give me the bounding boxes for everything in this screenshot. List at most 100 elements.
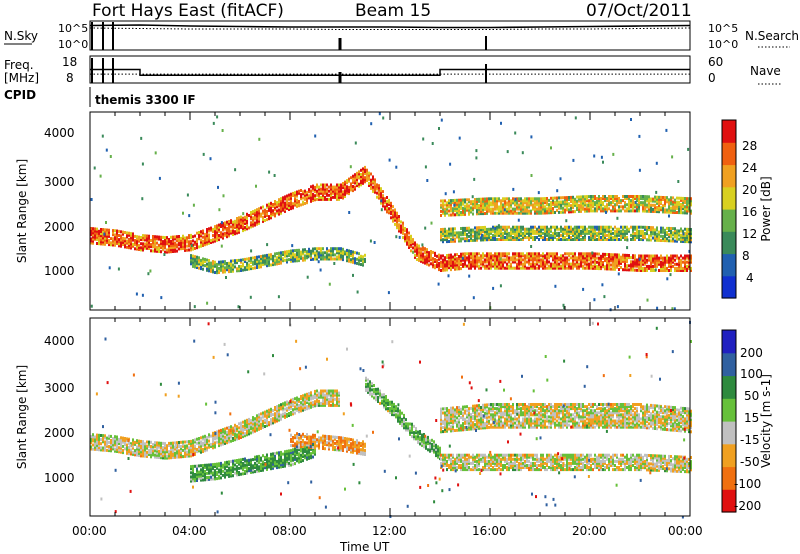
echo-cell <box>524 201 526 205</box>
echo-cell <box>622 257 624 261</box>
echo-cell <box>680 233 682 237</box>
echo-cell <box>570 266 572 270</box>
echo-cell <box>662 228 664 232</box>
echo-cell <box>604 236 606 239</box>
echo-cell <box>500 121 502 125</box>
echo-cell <box>236 225 238 229</box>
echo-cell <box>198 437 200 440</box>
echo-cell <box>122 243 124 246</box>
echo-cell <box>406 230 408 234</box>
echo-cell <box>670 200 672 204</box>
echo-cell <box>93 166 96 170</box>
echo-cell <box>162 448 164 452</box>
echo-cell <box>256 420 258 424</box>
echo-cell <box>638 201 640 205</box>
echo-cell <box>642 229 644 233</box>
echo-cell <box>646 230 648 234</box>
echo-cell <box>276 256 278 260</box>
echo-cell <box>198 231 200 234</box>
echo-cell <box>508 252 510 256</box>
echo-cell <box>606 227 608 231</box>
echo-cell <box>670 254 672 258</box>
echo-cell <box>690 234 692 238</box>
echo-cell <box>524 205 526 209</box>
echo-cell <box>456 213 458 217</box>
echo-cell <box>284 203 286 207</box>
echo-cell <box>490 201 492 205</box>
echo-cell <box>594 227 596 231</box>
echo-cell <box>658 204 660 207</box>
echo-cell <box>686 211 688 215</box>
echo-cell <box>336 255 338 259</box>
echo-cell <box>602 201 604 205</box>
echo-cell <box>450 199 452 203</box>
echo-cell <box>506 254 508 258</box>
echo-cell <box>396 224 398 228</box>
echo-cell <box>498 256 500 260</box>
echo-cell <box>630 225 632 229</box>
echo-cell <box>216 440 218 444</box>
echo-cell <box>218 229 220 233</box>
echo-cell <box>538 207 540 211</box>
echo-cell <box>120 242 122 246</box>
echo-cell <box>590 256 592 260</box>
echo-cell <box>550 200 552 204</box>
echo-cell <box>170 248 172 252</box>
echo-cell <box>214 441 216 445</box>
echo-cell <box>296 259 298 263</box>
echo-cell <box>298 255 300 258</box>
echo-cell <box>636 233 638 237</box>
echo-cell <box>94 437 96 441</box>
echo-cell <box>394 216 396 220</box>
echo-cell <box>276 419 278 423</box>
echo-cell <box>194 446 196 450</box>
echo-cell <box>206 236 208 240</box>
echo-cell <box>114 435 116 439</box>
echo-cell <box>214 271 216 274</box>
noise-series-1 <box>89 27 691 30</box>
echo-cell <box>272 213 274 217</box>
echo-cell <box>208 241 210 245</box>
echo-cell <box>154 443 156 447</box>
echo-cell <box>262 209 264 213</box>
echo-cell <box>466 264 468 268</box>
echo-cell <box>366 176 368 180</box>
echo-cell <box>242 426 244 430</box>
echo-cell <box>442 258 444 262</box>
echo-cell <box>312 186 314 190</box>
echo-cell <box>290 196 292 200</box>
echo-cell <box>132 242 134 246</box>
echo-cell <box>277 295 280 299</box>
echo-cell <box>192 264 194 268</box>
echo-cell <box>580 262 582 266</box>
echo-cell <box>644 207 646 211</box>
echo-cell <box>280 199 282 203</box>
echo-cell <box>664 239 666 243</box>
echo-cell <box>497 224 500 228</box>
echo-cell <box>572 262 574 266</box>
echo-cell <box>308 247 310 251</box>
echo-cell <box>152 453 154 457</box>
echo-cell <box>138 239 140 243</box>
echo-cell <box>194 440 196 444</box>
echo-cell <box>658 232 660 236</box>
echo-cell <box>222 264 224 268</box>
echo-cell <box>504 205 506 209</box>
echo-cell <box>248 426 250 430</box>
echo-cell <box>168 240 170 244</box>
echo-cell <box>90 437 92 441</box>
echo-cell <box>230 229 232 233</box>
echo-cell <box>468 212 470 216</box>
echo-cell <box>268 261 270 265</box>
echo-cell <box>480 208 482 211</box>
echo-cell <box>280 211 282 215</box>
echo-cell <box>678 256 680 260</box>
echo-cell <box>326 191 328 195</box>
echo-cell <box>522 227 524 231</box>
echo-cell <box>594 236 596 239</box>
echo-cell <box>676 229 678 233</box>
echo-cell <box>202 235 204 239</box>
echo-cell <box>664 258 666 262</box>
echo-cell <box>290 402 292 406</box>
echo-cell <box>504 225 506 229</box>
